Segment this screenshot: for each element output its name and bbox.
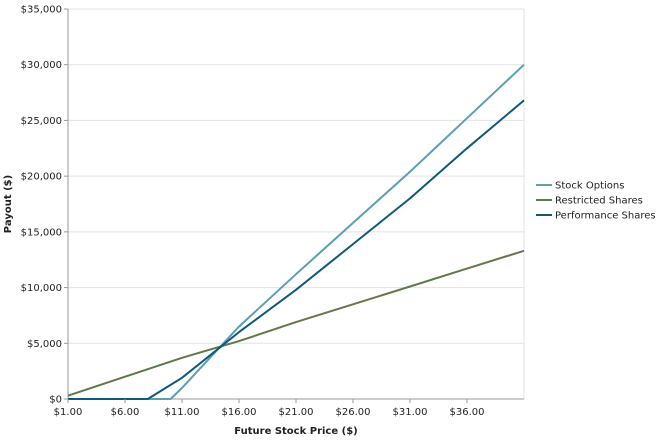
y-tick-label: $25,000: [21, 116, 62, 127]
x-tick-label: $6.00: [111, 407, 140, 418]
y-tick-label: $10,000: [21, 283, 62, 294]
x-tick-label: $16.00: [222, 407, 257, 418]
series-lines: [67, 63, 525, 400]
y-axis-title: Payout ($): [3, 175, 14, 233]
x-tick-label: $1.00: [54, 407, 83, 418]
y-axis-ticks: $0 $5,000 $10,000 $15,000 $20,000 $25,000 $30,…: [21, 5, 68, 406]
y-tick-label: $20,000: [21, 172, 62, 183]
x-tick-label: $21.00: [279, 407, 314, 418]
x-tick-label: $11.00: [165, 407, 200, 418]
y-tick-label: $5,000: [27, 339, 62, 350]
x-tick-label: $36.00: [450, 407, 485, 418]
y-tick-label: $15,000: [21, 227, 62, 238]
series-line-performance-shares: [68, 99, 525, 400]
x-tick-label: $26.00: [336, 407, 371, 418]
series-line-stock-options: [68, 63, 525, 400]
legend-label: Restricted Shares: [555, 196, 643, 207]
x-tick-label: $31.00: [393, 407, 428, 418]
x-axis-title: Future Stock Price ($): [234, 426, 357, 437]
x-axis-ticks: $1.00 $6.00 $11.00 $16.00 $21.00 $26.00 $31.00…: [54, 399, 485, 418]
y-tick-label: $0: [49, 395, 62, 406]
series-line-restricted-shares: [67, 249, 525, 397]
legend-label: Performance Shares: [555, 211, 656, 222]
legend: Stock Options Restricted Shares Performanc…: [536, 181, 656, 222]
legend-label: Stock Options: [555, 181, 624, 192]
y-tick-label: $30,000: [21, 60, 62, 71]
y-tick-label: $35,000: [21, 5, 62, 16]
gridlines: [68, 8, 524, 344]
axes: [67, 9, 525, 400]
